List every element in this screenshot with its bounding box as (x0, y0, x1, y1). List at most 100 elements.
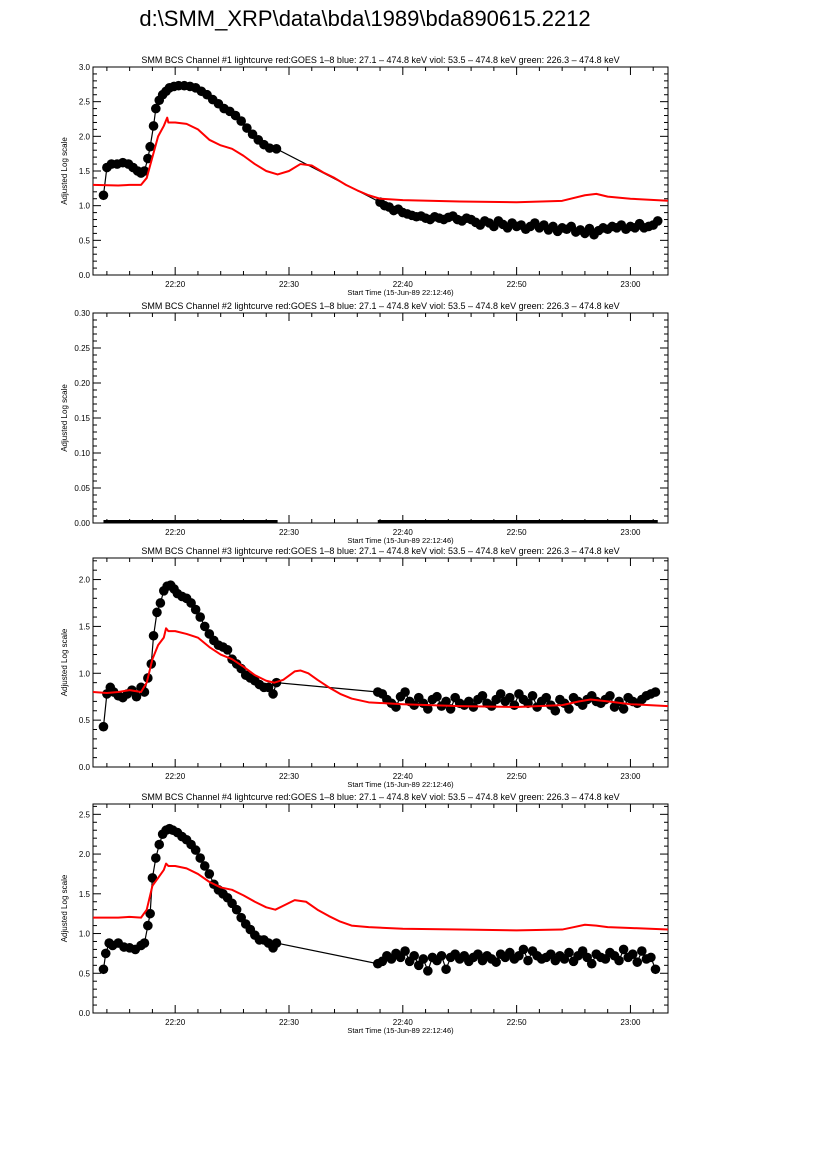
y-tick-label: 1.5 (79, 890, 91, 899)
bcs-data-point (518, 944, 529, 955)
y-tick-label: 0.0 (79, 271, 91, 280)
y-axis-label: Adjusted Log scale (60, 628, 69, 696)
bcs-data-point (423, 704, 433, 714)
bcs-data-point (495, 689, 506, 699)
x-axis-label: Start Time (15-Jun-89 22:12:46) (347, 780, 454, 789)
bcs-data-point (527, 690, 538, 701)
bcs-data-point (605, 690, 615, 701)
bcs-data-point (650, 687, 661, 697)
bcs-data-point (199, 861, 210, 871)
bcs-data-point (650, 964, 661, 975)
bcs-data-point (195, 853, 206, 863)
y-tick-label: 0.5 (79, 969, 91, 978)
bcs-data-point (143, 153, 153, 164)
bcs-data-point (204, 869, 215, 879)
plot-frame (92, 66, 669, 276)
x-tick-label: 23:00 (620, 528, 641, 537)
bcs-data-point (271, 144, 282, 154)
bcs-data-point (586, 958, 597, 969)
x-tick-label: 22:30 (279, 772, 300, 781)
bcs-data-point (652, 216, 663, 226)
y-tick-label: 0.10 (74, 449, 90, 458)
x-tick-label: 22:20 (165, 772, 186, 781)
bcs-series-line (102, 85, 659, 236)
bcs-data-point (632, 957, 643, 967)
bcs-data-point (148, 630, 159, 641)
y-axis-label: Adjusted Log scale (60, 137, 69, 205)
y-tick-label: 0.15 (74, 414, 90, 423)
bcs-data-point (550, 705, 561, 716)
panel-channel-3: SMM BCS Channel #3 lightcurve red:GOES 1… (60, 546, 669, 789)
bcs-data-point (523, 955, 533, 966)
y-tick-label: 0.5 (79, 236, 91, 245)
bcs-data-point (432, 691, 442, 702)
y-tick-label: 2.0 (79, 132, 91, 141)
y-axis-label: Adjusted Log scale (60, 874, 69, 942)
y-tick-label: 0.20 (74, 379, 90, 388)
x-tick-label: 22:20 (165, 528, 186, 537)
bcs-data-point (139, 166, 150, 176)
y-tick-label: 1.0 (79, 202, 91, 211)
bcs-data-point (190, 845, 201, 855)
series-group (93, 580, 668, 732)
x-tick-label: 22:20 (165, 1018, 186, 1027)
bcs-data-point (409, 950, 419, 961)
x-tick-label: 22:30 (279, 1018, 300, 1027)
bcs-data-point (441, 696, 451, 707)
bcs-data-point (271, 938, 282, 948)
bcs-data-point (231, 904, 242, 915)
y-tick-label: 2.0 (79, 576, 91, 585)
bcs-data-point (151, 103, 161, 114)
bcs-data-point (190, 604, 201, 615)
bcs-data-point (98, 190, 109, 201)
x-tick-label: 22:50 (507, 280, 528, 289)
bcs-data-point (222, 645, 233, 655)
x-tick-label: 22:50 (507, 1018, 528, 1027)
bcs-data-point (564, 947, 574, 958)
bcs-data-point (509, 700, 520, 710)
bcs-data-point (143, 920, 153, 931)
x-tick-label: 22:20 (165, 280, 186, 289)
x-tick-label: 22:30 (279, 528, 300, 537)
panel-title: SMM BCS Channel #1 lightcurve red:GOES 1… (141, 55, 619, 65)
series-group (93, 80, 668, 240)
goes-series-line (93, 627, 668, 709)
y-tick-label: 1.5 (79, 622, 91, 631)
x-axis-label: Start Time (15-Jun-89 22:12:46) (347, 1026, 454, 1035)
bcs-data-point (564, 704, 574, 714)
x-tick-label: 22:40 (393, 1018, 414, 1027)
bcs-data-point (400, 946, 410, 956)
y-tick-label: 0.5 (79, 716, 91, 725)
x-tick-label: 22:50 (507, 528, 528, 537)
bcs-data-point (436, 950, 447, 961)
bcs-data-point (154, 839, 165, 850)
panel-title: SMM BCS Channel #3 lightcurve red:GOES 1… (141, 546, 619, 556)
bcs-data-point (441, 964, 451, 975)
bcs-data-point (100, 948, 111, 959)
bcs-data-point (637, 946, 647, 956)
x-axis-label: Start Time (15-Jun-89 22:12:46) (347, 288, 454, 297)
y-tick-label: 0.00 (74, 519, 90, 528)
y-tick-label: 3.0 (79, 63, 91, 72)
y-axis-label: Adjusted Log scale (60, 384, 69, 452)
bcs-data-point (148, 121, 159, 131)
x-tick-label: 23:00 (620, 772, 641, 781)
bcs-data-point (618, 704, 629, 714)
bcs-data-point (152, 607, 162, 618)
bcs-data-point (151, 853, 161, 863)
bcs-data-point (627, 949, 638, 959)
bcs-data-point (242, 123, 252, 133)
bcs-data-point (418, 954, 429, 964)
panel-title: SMM BCS Channel #4 lightcurve red:GOES 1… (141, 792, 619, 802)
y-tick-label: 1.0 (79, 930, 91, 939)
bcs-series-line (102, 584, 656, 727)
goes-series-line (93, 116, 668, 204)
plot-frame (92, 312, 669, 524)
bcs-data-point (98, 964, 109, 975)
bcs-data-point (199, 621, 210, 632)
y-tick-label: 2.5 (79, 98, 91, 107)
bcs-data-point (614, 955, 624, 966)
y-tick-label: 0.0 (79, 1009, 91, 1018)
y-tick-label: 0.25 (74, 344, 90, 353)
